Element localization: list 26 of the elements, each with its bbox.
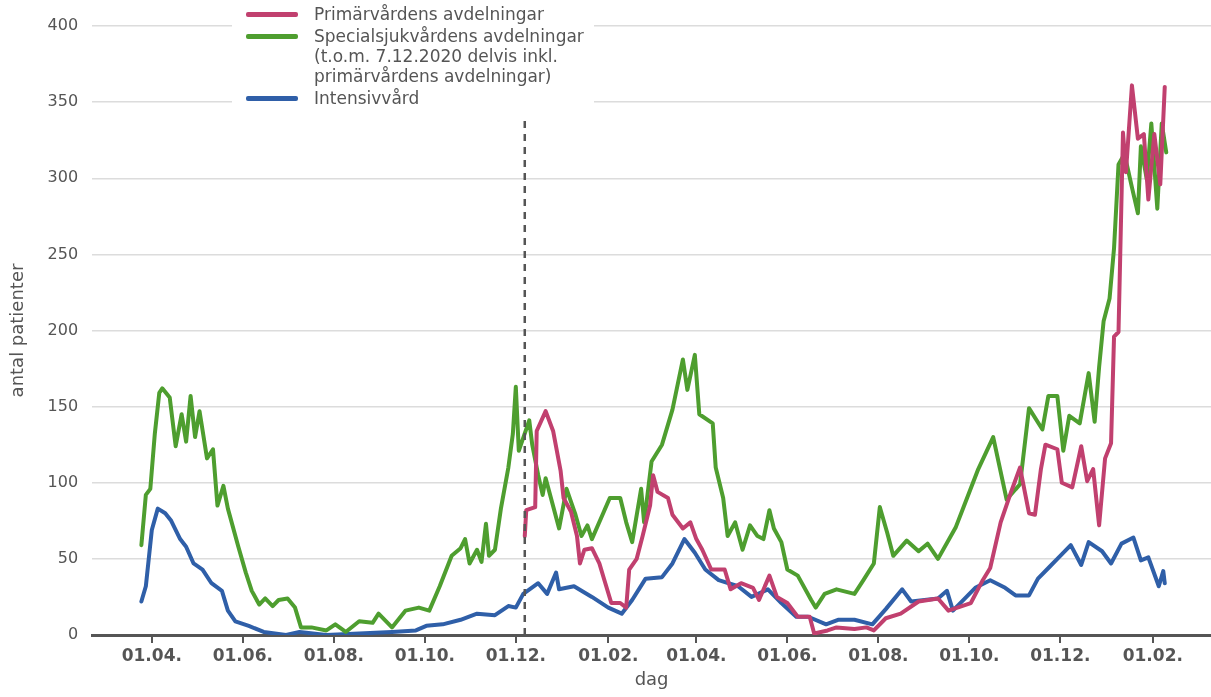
x-tick-label: 01.02.	[578, 644, 639, 665]
y-tick-label: 0	[67, 624, 79, 644]
x-tick-label: 01.06.	[212, 644, 273, 665]
x-tick-label: 01.10.	[939, 644, 1000, 665]
x-tick-label: 01.06.	[757, 644, 818, 665]
legend-label: Intensivvård	[314, 88, 420, 108]
x-tick-label: 01.04.	[121, 644, 182, 665]
x-tick-label: 01.02.	[1122, 644, 1183, 665]
x-tick-label: 01.08.	[303, 644, 364, 665]
y-tick-label: 400	[47, 15, 79, 35]
x-tick-label: 01.04.	[666, 644, 727, 665]
x-tick-label: 01.12.	[1030, 644, 1091, 665]
x-axis-title: dag	[634, 667, 669, 689]
y-tick-label: 250	[47, 243, 79, 263]
y-tick-label: 350	[47, 91, 79, 111]
y-tick-label: 150	[47, 395, 79, 415]
x-tick-label: 01.12.	[485, 644, 546, 665]
y-tick-label: 300	[47, 167, 79, 187]
legend-label: Primärvårdens avdelningar	[314, 4, 545, 24]
y-tick-label: 200	[47, 319, 79, 339]
y-tick-label: 100	[47, 471, 79, 491]
x-tick-label: 01.08.	[848, 644, 909, 665]
x-tick-label: 01.10.	[394, 644, 455, 665]
y-tick-label: 50	[57, 548, 79, 568]
y-axis-title: antal patienter	[6, 263, 28, 398]
legend-label: Specialsjukvårdens avdelningar (t.o.m. 7.12.2020 delvis inkl. primärvårdens avdelningar)	[314, 26, 584, 86]
